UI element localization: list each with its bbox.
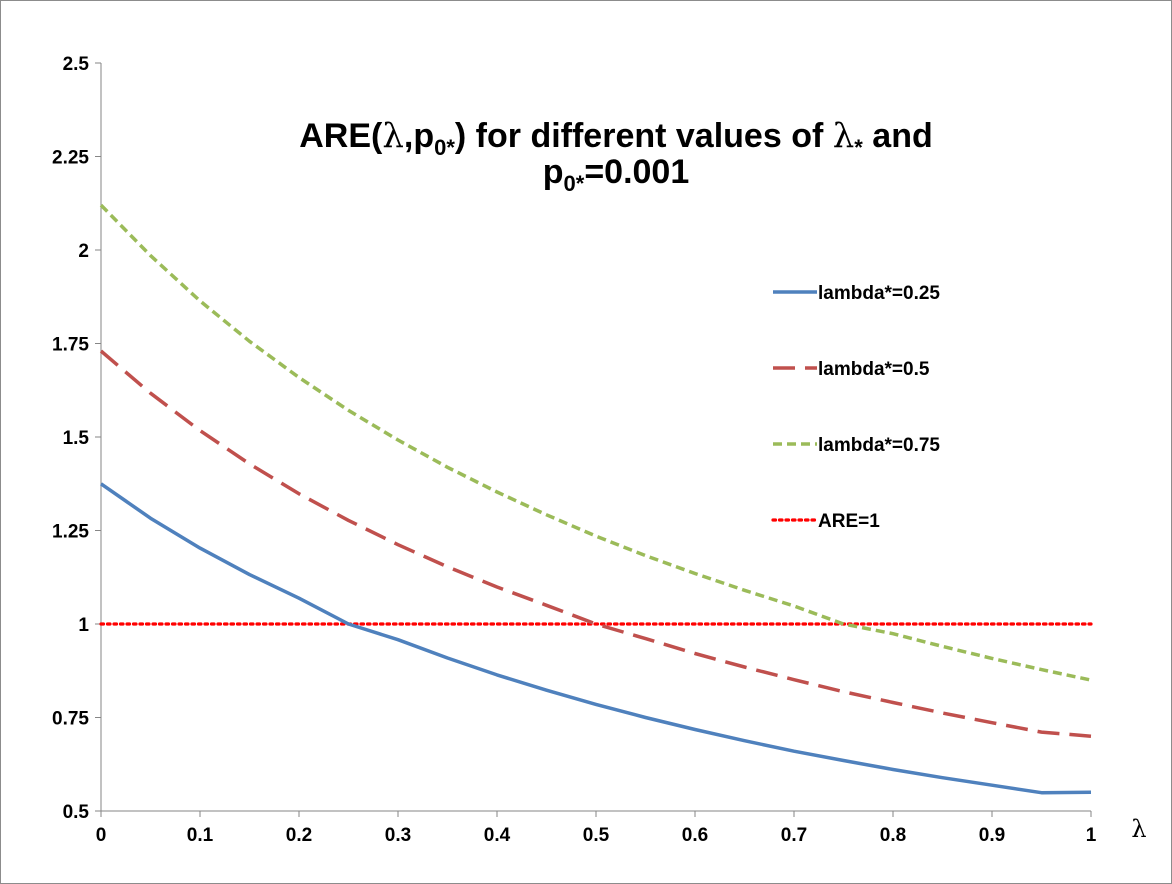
y-tick-label: 2	[78, 241, 89, 262]
chart-title: ARE(λ,p0*) for different values of λ* an…	[299, 116, 933, 196]
legend-label: lambda*=0.5	[818, 359, 930, 380]
x-tick-label: 0.1	[187, 825, 214, 846]
y-tick-label: 1	[78, 615, 89, 636]
series-line-lambda-0-75	[99, 203, 1092, 682]
y-tick-label: 0.5	[63, 802, 90, 823]
x-axis-label: λ	[1131, 815, 1146, 843]
title-subscript: 0*	[434, 135, 455, 160]
y-tick-label: 0.75	[52, 709, 89, 730]
x-tick-label: 0	[96, 825, 107, 846]
title-part: p	[543, 153, 564, 191]
axes: 0.5 0.75 1 1.25 1.5 1.75 2 2.25 2.5 0 0.1 0.2 0.3 0.4…	[52, 54, 1097, 846]
title-part: =0.001	[584, 153, 689, 191]
x-tick-label: 0.9	[979, 825, 1005, 846]
y-tick-label: 1.75	[52, 335, 89, 356]
series-line-lambda-0-5	[99, 349, 1092, 738]
legend-label: lambda*=0.75	[818, 435, 940, 456]
title-part: ARE(	[299, 117, 383, 155]
plot-area	[99, 203, 1093, 795]
y-tick-label: 2.25	[52, 148, 89, 169]
x-tick-label: 0.6	[682, 825, 708, 846]
x-tick-label: 0.2	[286, 825, 312, 846]
title-subscript: *	[854, 135, 863, 160]
title-line-2: p0*=0.001	[543, 153, 690, 196]
x-tick-label: 1	[1086, 825, 1097, 846]
legend-label: lambda*=0.25	[818, 283, 940, 304]
title-part: ) for different values of	[455, 117, 833, 155]
title-part: and	[863, 117, 933, 155]
x-tick-label: 0.7	[781, 825, 807, 846]
y-tick-label: 1.25	[52, 522, 89, 543]
legend: lambda*=0.25 lambda*=0.5 lambda*=0.75 ARE=1	[771, 283, 940, 532]
title-part: ,p	[404, 117, 434, 155]
x-tick-label: 0.5	[583, 825, 610, 846]
title-line-1: ARE(λ,p0*) for different values of λ* an…	[299, 116, 933, 160]
legend-label: ARE=1	[818, 511, 880, 532]
x-tick-label: 0.8	[880, 825, 906, 846]
y-tick-label: 1.5	[63, 428, 90, 449]
y-tick-label: 2.5	[63, 54, 90, 75]
series-line-lambda-0-25	[100, 482, 1092, 795]
title-lambda-symbol: λ	[833, 116, 855, 156]
x-tick-label: 0.4	[484, 825, 511, 846]
title-lambda-symbol: λ	[382, 116, 404, 156]
x-tick-label: 0.3	[385, 825, 411, 846]
title-subscript: 0*	[564, 171, 585, 196]
